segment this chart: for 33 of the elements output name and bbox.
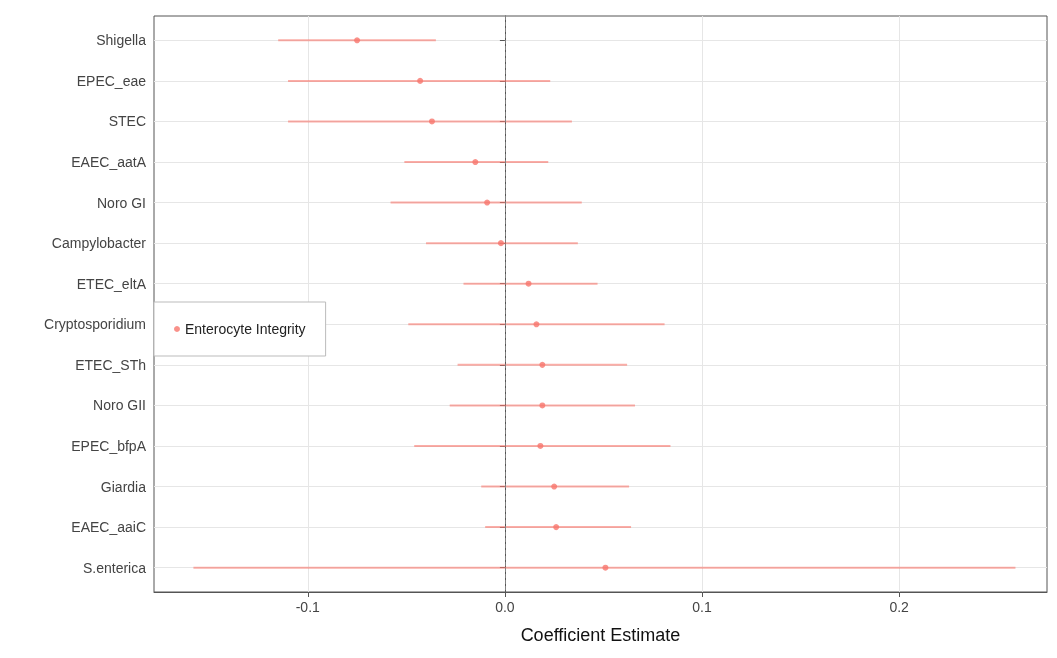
y-tick-label: ETEC_STh [75,356,146,373]
y-tick-label: Shigella [96,32,147,49]
legend-label: Enterocyte Integrity [185,321,306,337]
point [417,77,424,84]
point [537,442,544,449]
x-axis-title: Coefficient Estimate [520,625,681,645]
y-tick-label: EPEC_bfpA [71,437,147,454]
y-tick-label: Noro GII [93,397,146,414]
y-tick-label: Giardia [100,478,147,495]
point [354,37,361,44]
point [484,199,491,206]
point [602,564,609,571]
point [553,524,560,531]
x-tick-label: 0.0 [495,599,515,615]
y-tick-label: Campylobacter [51,235,147,252]
point [539,361,546,368]
point [533,321,540,328]
x-tick-label: 0.2 [889,599,910,615]
y-tick-label: EPEC_eae [76,72,147,89]
y-tick-label: STEC [108,113,146,130]
y-tick-label: EAEC_aaiC [71,519,146,536]
point [472,159,479,166]
y-tick-label: ETEC_eltA [76,275,147,292]
y-tick-label: S.enterica [82,559,147,576]
point [428,118,435,125]
y-tick-label: Noro GI [96,194,146,211]
y-tick-label: EAEC_aatA [71,154,147,171]
y-tick-label: Cryptosporidium [44,316,146,333]
x-tick-label: -0.1 [295,599,321,615]
point [525,280,532,287]
point [539,402,546,409]
x-tick-label: 0.1 [692,599,712,615]
point [551,483,558,490]
